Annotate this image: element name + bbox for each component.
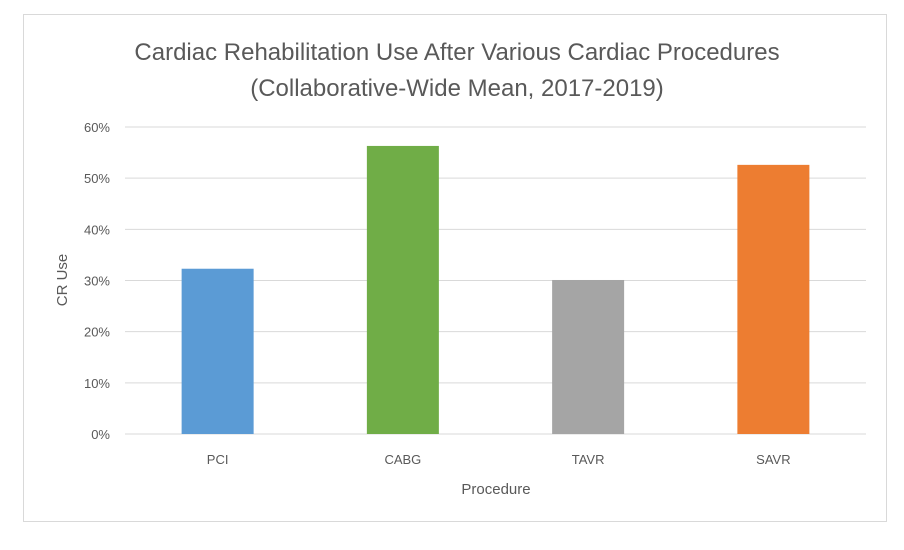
bars [181, 145, 810, 434]
y-tick-label: 30% [84, 274, 110, 289]
x-tick-label: CABG [384, 452, 421, 467]
x-tick-label: TAVR [572, 452, 605, 467]
chart-title: Cardiac Rehabilitation Use After Various… [134, 39, 779, 66]
y-tick-label: 10% [84, 376, 110, 391]
x-axis-ticks: PCI CABG TAVR SAVR [207, 452, 791, 467]
chart-subtitle: (Collaborative-Wide Mean, 2017-2019) [250, 75, 664, 102]
x-tick-label: PCI [207, 452, 229, 467]
x-tick-label: SAVR [756, 452, 790, 467]
bar-pci [181, 268, 254, 434]
y-tick-label: 60% [84, 120, 110, 135]
y-axis-title: CR Use [54, 254, 71, 307]
y-tick-label: 50% [84, 171, 110, 186]
y-tick-label: 40% [84, 222, 110, 237]
y-tick-label: 20% [84, 325, 110, 340]
bar-cabg [366, 145, 439, 434]
bar-tavr [552, 279, 625, 434]
x-axis-title: Procedure [461, 481, 530, 498]
bar-savr [737, 164, 810, 434]
y-axis-ticks: 0% 10% 20% 30% 40% 50% 60% [84, 120, 110, 442]
y-tick-label: 0% [91, 427, 110, 442]
